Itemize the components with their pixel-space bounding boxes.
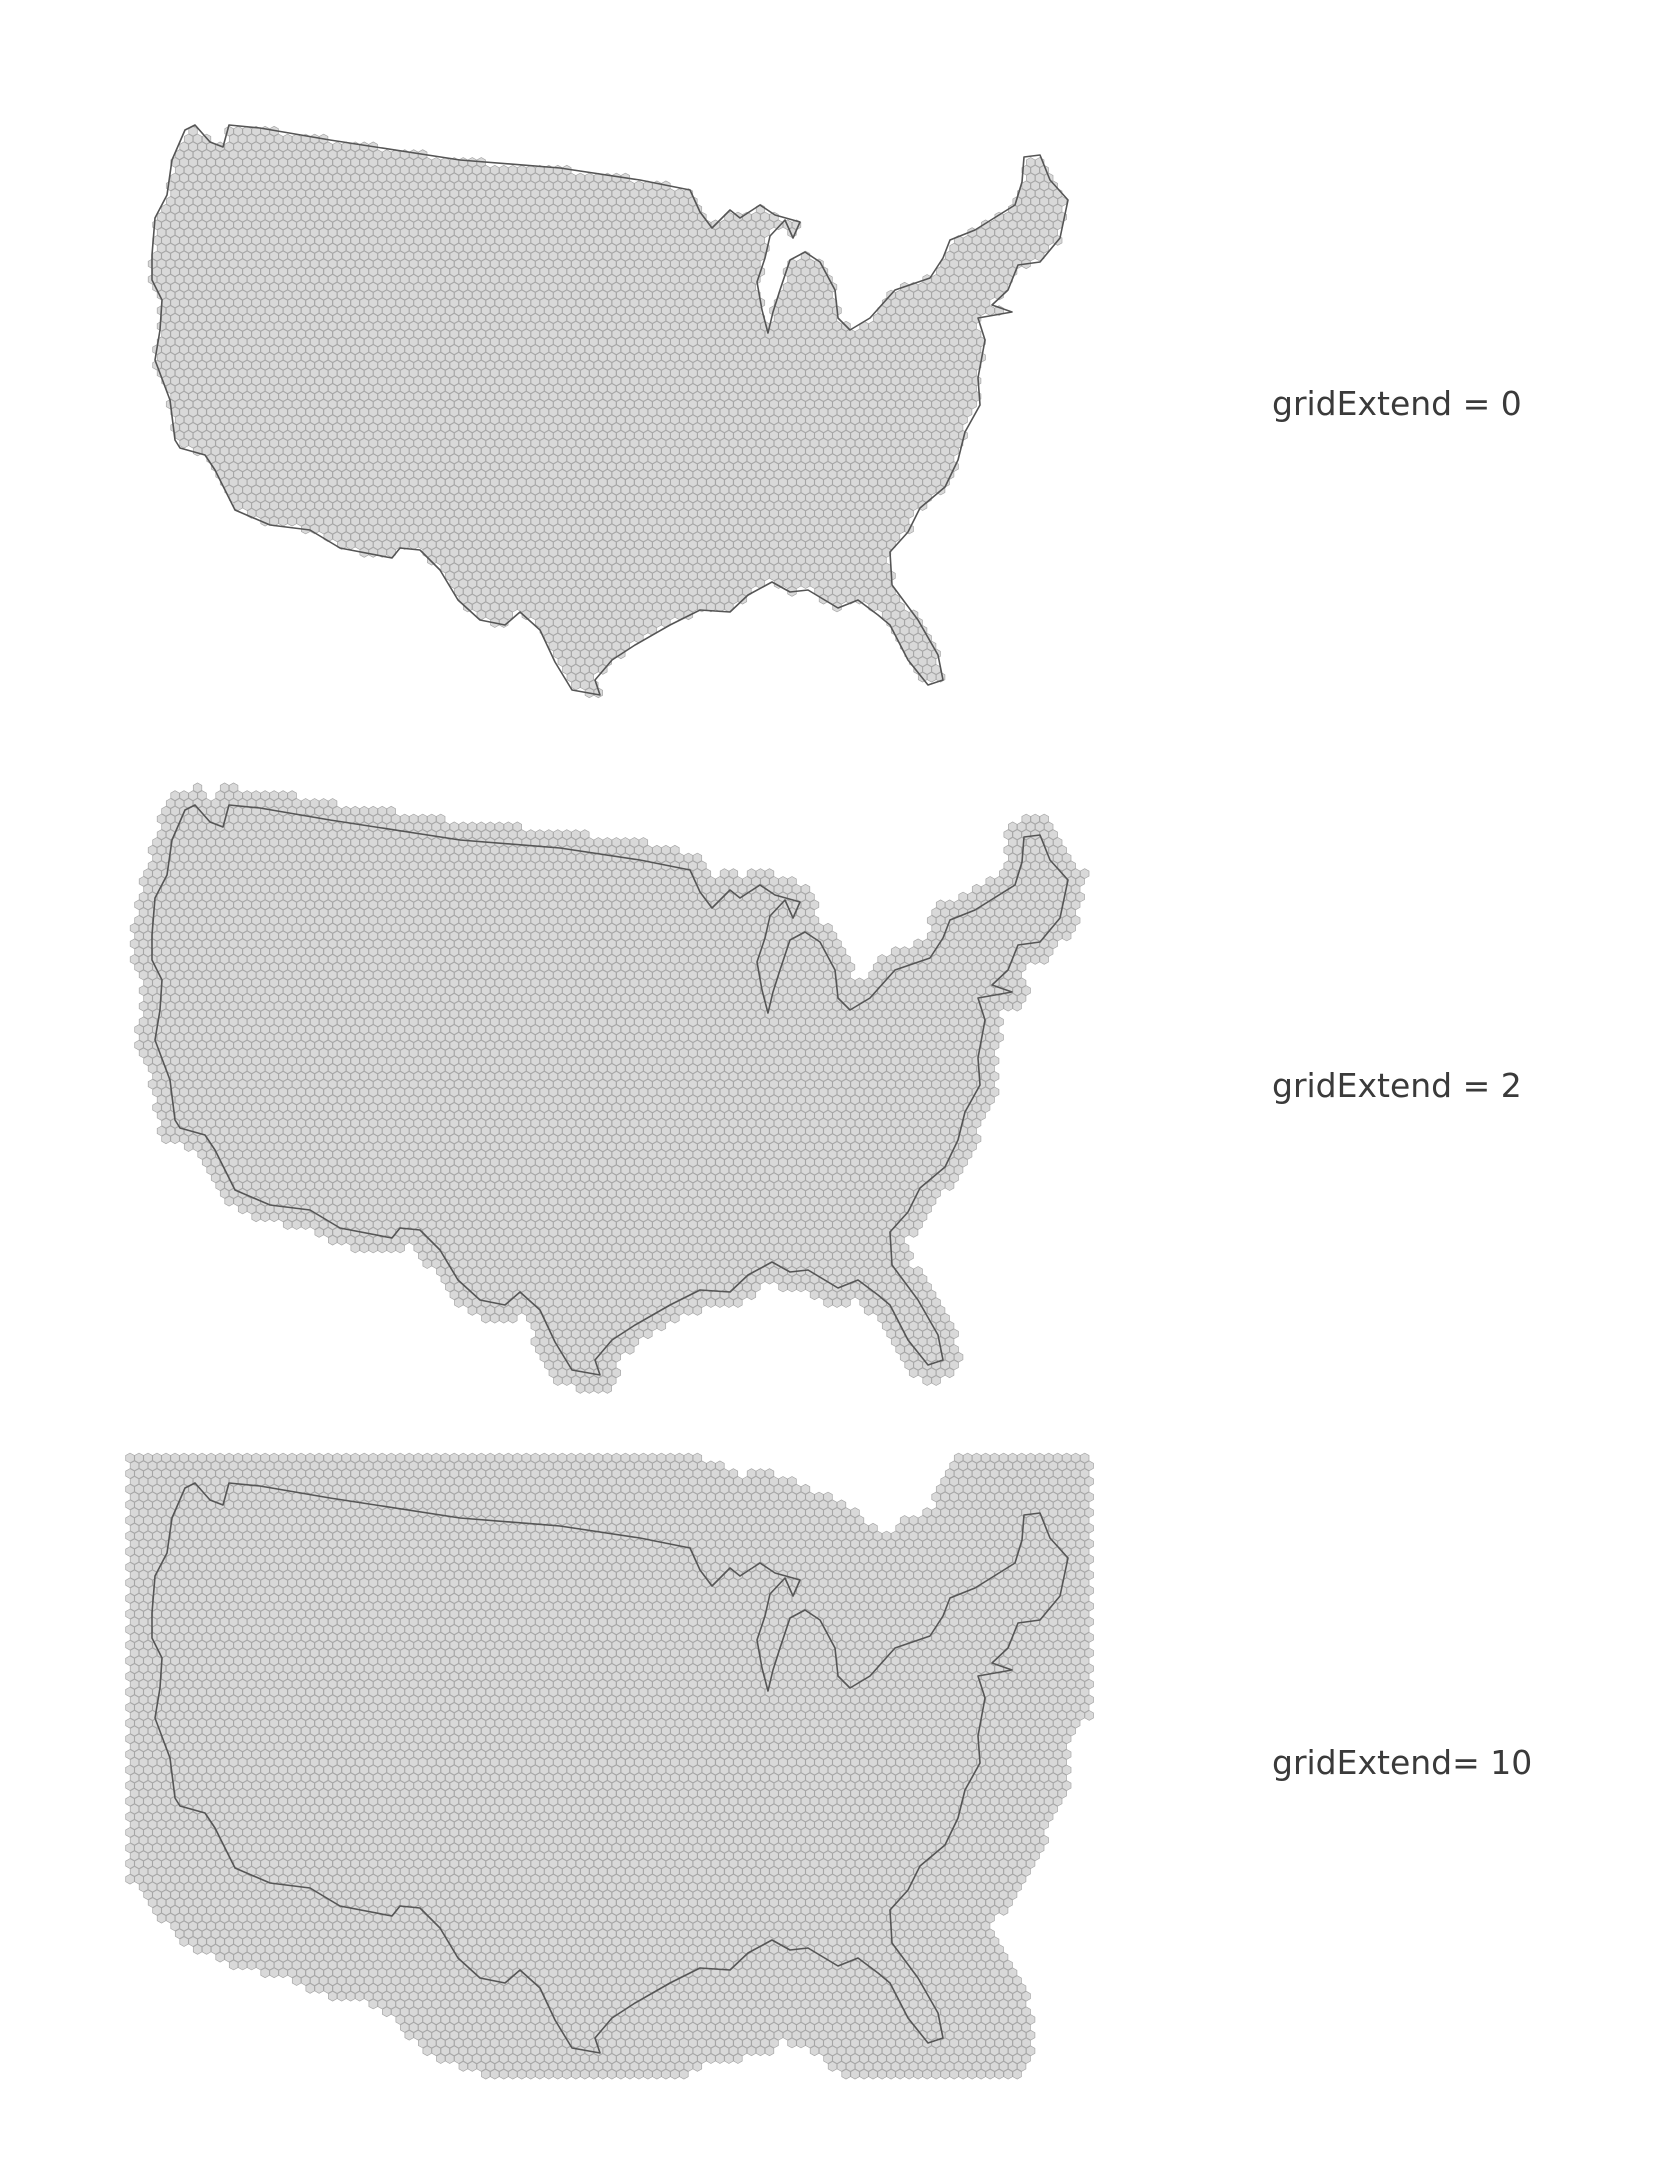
hexgrid-map-0 xyxy=(147,124,1069,699)
us-outline xyxy=(151,804,1069,1376)
hex-cells xyxy=(147,125,1067,699)
panel-grid-extend-0: gridExtend = 0 xyxy=(0,0,1670,720)
hex-cells xyxy=(125,1452,1094,2080)
panel-grid-extend-2: gridExtend = 2 xyxy=(129,782,1522,1394)
panel-label-0: gridExtend = 0 xyxy=(1272,384,1522,423)
us-outline xyxy=(151,1482,1069,2054)
us-outline xyxy=(151,124,1069,696)
panel-label-2: gridExtend = 2 xyxy=(1272,1066,1522,1105)
hex-grid-2 xyxy=(129,782,1090,1394)
hex-cells xyxy=(129,782,1090,1394)
hex-grid-10 xyxy=(125,1452,1094,2080)
hex-grid-0 xyxy=(147,124,1069,699)
panel-label-10: gridExtend= 10 xyxy=(1272,1743,1533,1782)
hexgrid-map-2 xyxy=(129,782,1090,1394)
